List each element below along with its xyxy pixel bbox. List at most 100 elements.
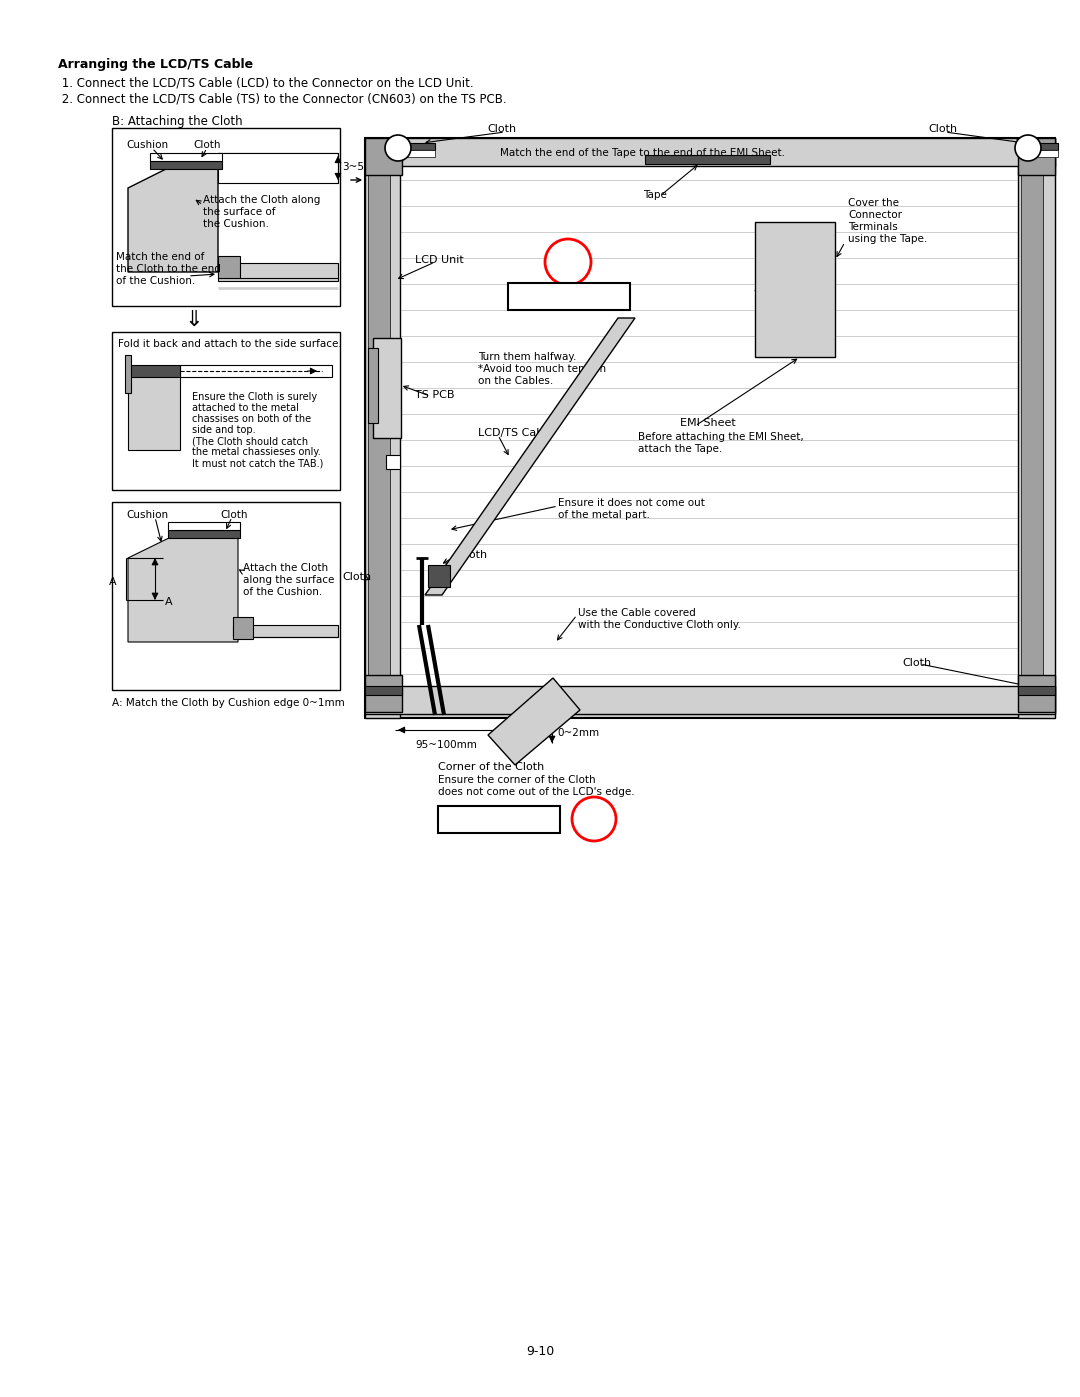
Text: Cloth: Cloth — [342, 571, 372, 583]
Text: S1: S1 — [557, 254, 579, 270]
Text: Arranging the LCD/TS Cable: Arranging the LCD/TS Cable — [58, 59, 253, 71]
Text: ⇓: ⇓ — [185, 310, 203, 330]
Text: It must not catch the TAB.): It must not catch the TAB.) — [192, 458, 323, 468]
Text: 1. Connect the LCD/TS Cable (LCD) to the Connector on the LCD Unit.: 1. Connect the LCD/TS Cable (LCD) to the… — [58, 75, 474, 89]
Text: LCD Unit: LCD Unit — [415, 256, 463, 265]
Text: Attach the Cloth: Attach the Cloth — [243, 563, 328, 573]
Circle shape — [545, 239, 591, 285]
Bar — [1018, 149, 1058, 156]
Text: B: B — [1025, 142, 1031, 154]
Bar — [645, 155, 770, 163]
Text: Cloth: Cloth — [458, 550, 487, 560]
Bar — [125, 355, 131, 393]
Polygon shape — [129, 536, 238, 643]
Bar — [365, 138, 400, 718]
Text: Match the end of: Match the end of — [116, 251, 204, 263]
Text: Ensure the Cloth is surely: Ensure the Cloth is surely — [192, 393, 318, 402]
Bar — [365, 138, 402, 175]
Text: LCD/TS Cable: LCD/TS Cable — [478, 427, 553, 439]
Bar — [1021, 163, 1043, 692]
Text: A: Match the Cloth by Cushion edge 0~1mm: A: Match the Cloth by Cushion edge 0~1mm — [112, 698, 345, 708]
Bar — [373, 338, 401, 439]
Bar — [129, 365, 180, 377]
Bar — [233, 617, 253, 638]
Bar — [399, 161, 1030, 696]
Bar — [428, 564, 450, 587]
Bar — [1018, 138, 1055, 175]
Polygon shape — [488, 678, 580, 766]
Bar — [218, 263, 338, 281]
Text: using the Tape.: using the Tape. — [848, 235, 928, 244]
Text: (The Cloth should catch: (The Cloth should catch — [192, 436, 308, 446]
Text: Safety Working: Safety Working — [457, 814, 541, 824]
Bar — [218, 256, 240, 278]
Bar — [129, 374, 180, 450]
Text: EMI Sheet: EMI Sheet — [680, 418, 735, 427]
Text: Ensure the corner of the Cloth: Ensure the corner of the Cloth — [438, 775, 596, 785]
Text: attach the Tape.: attach the Tape. — [638, 444, 723, 454]
Bar — [168, 522, 240, 529]
Text: Connector: Connector — [848, 210, 902, 219]
Bar — [368, 348, 378, 423]
Text: Cloth: Cloth — [220, 510, 247, 520]
Bar — [508, 284, 630, 310]
Circle shape — [572, 798, 616, 841]
Text: TS PCB: TS PCB — [415, 390, 455, 400]
Text: Terminals: Terminals — [848, 222, 897, 232]
Bar — [112, 332, 340, 490]
Bar — [393, 142, 435, 149]
Text: Before attaching the EMI Sheet,: Before attaching the EMI Sheet, — [638, 432, 804, 441]
Bar — [365, 138, 1055, 718]
Text: of the metal part.: of the metal part. — [558, 510, 650, 520]
Text: side and top.: side and top. — [192, 425, 256, 434]
Text: Cloth: Cloth — [902, 658, 931, 668]
Polygon shape — [129, 166, 218, 272]
Text: attached to the metal: attached to the metal — [192, 402, 299, 414]
Bar — [386, 455, 400, 469]
Text: A: A — [109, 577, 117, 587]
Bar — [1018, 142, 1058, 149]
Bar — [218, 154, 338, 183]
Bar — [365, 686, 402, 694]
Text: the metal chassieses only.: the metal chassieses only. — [192, 447, 321, 457]
Polygon shape — [180, 365, 332, 377]
Bar — [393, 149, 435, 156]
Text: of the Cushion.: of the Cushion. — [116, 277, 195, 286]
Bar — [233, 624, 338, 637]
Text: Cloth: Cloth — [193, 140, 220, 149]
Text: 0~2mm: 0~2mm — [557, 728, 599, 738]
Bar — [365, 686, 1055, 714]
Text: 3~5mm: 3~5mm — [342, 162, 384, 172]
Bar — [112, 129, 340, 306]
Bar — [1018, 686, 1055, 694]
Text: the Cloth to the end: the Cloth to the end — [116, 264, 221, 274]
Text: 95~100mm: 95~100mm — [415, 740, 477, 750]
Text: does not come out of the LCD's edge.: does not come out of the LCD's edge. — [438, 787, 635, 798]
Bar — [365, 675, 402, 712]
Text: Cushion: Cushion — [126, 510, 168, 520]
Text: with the Conductive Cloth only.: with the Conductive Cloth only. — [578, 620, 741, 630]
Bar — [168, 529, 240, 538]
Bar — [1018, 138, 1055, 718]
Text: Safety Working: Safety Working — [527, 291, 611, 300]
Text: Ensure it does not come out: Ensure it does not come out — [558, 497, 705, 509]
Text: Fold it back and attach to the side surface.: Fold it back and attach to the side surf… — [118, 339, 341, 349]
Text: Turn them halfway.: Turn them halfway. — [478, 352, 577, 362]
Bar — [112, 502, 340, 690]
Text: the Cushion.: the Cushion. — [203, 219, 269, 229]
Circle shape — [1015, 136, 1041, 161]
Bar — [365, 138, 1055, 166]
Bar — [368, 163, 390, 692]
Text: Match the end of the Tape to the end of the EMI Sheet.: Match the end of the Tape to the end of … — [500, 148, 785, 158]
Text: *Avoid too much tension: *Avoid too much tension — [478, 365, 606, 374]
Text: A: A — [165, 597, 173, 608]
Text: 9-10: 9-10 — [526, 1345, 554, 1358]
Text: of the Cushion.: of the Cushion. — [243, 587, 322, 597]
Polygon shape — [426, 319, 635, 595]
Text: on the Cables.: on the Cables. — [478, 376, 553, 386]
Text: along the surface: along the surface — [243, 576, 335, 585]
Bar — [755, 222, 835, 358]
Bar — [150, 154, 222, 161]
Text: B: Attaching the Cloth: B: Attaching the Cloth — [112, 115, 243, 129]
Text: the surface of: the surface of — [203, 207, 275, 217]
